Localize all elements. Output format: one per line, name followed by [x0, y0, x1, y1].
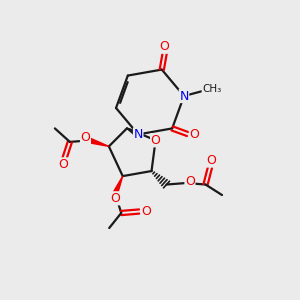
- Text: O: O: [160, 40, 170, 53]
- Text: O: O: [151, 134, 160, 147]
- Text: N: N: [134, 128, 143, 141]
- Text: O: O: [185, 175, 195, 188]
- Text: O: O: [141, 205, 151, 218]
- Polygon shape: [113, 176, 123, 194]
- Polygon shape: [127, 128, 140, 137]
- Text: O: O: [80, 131, 90, 144]
- Text: N: N: [179, 89, 189, 103]
- Text: O: O: [207, 154, 217, 167]
- Text: CH₃: CH₃: [202, 84, 221, 94]
- Text: O: O: [58, 158, 68, 171]
- Text: O: O: [189, 128, 199, 141]
- Text: O: O: [110, 192, 120, 205]
- Polygon shape: [89, 138, 109, 146]
